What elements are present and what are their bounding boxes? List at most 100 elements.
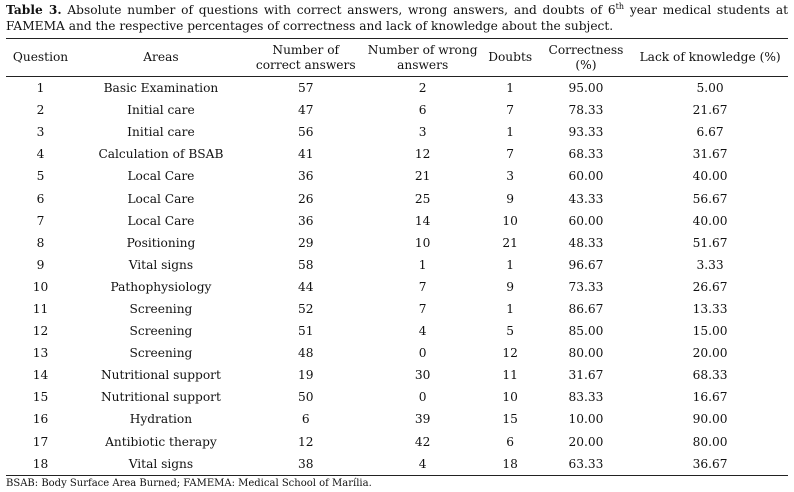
cell-wrong: 2 (418, 81, 427, 96)
cell-doubts: 1 (506, 301, 515, 316)
cell-wrong: 3 (418, 125, 427, 140)
table-row: 5 Local Care 36 21 3 60.00 40.00 (6, 165, 788, 187)
cell-correctness: 85.00 (568, 324, 604, 339)
cell-correctness: 31.67 (568, 368, 604, 383)
caption-label: Table 3. (6, 3, 62, 17)
table-row: 10 Pathophysiology 44 7 9 73.33 26.67 (6, 276, 788, 298)
table-row: 14 Nutritional support 19 30 11 31.67 68.33 (6, 364, 788, 386)
cell-doubts: 1 (506, 81, 515, 96)
cell-area: Vital signs (128, 456, 194, 471)
table-row: 11 Screening 52 7 1 86.67 13.33 (6, 298, 788, 320)
cell-area: Nutritional support (100, 390, 221, 405)
cell-area: Vital signs (128, 257, 194, 272)
cell-doubts: 1 (506, 257, 515, 272)
cell-area: Local Care (127, 213, 195, 228)
table-row: 4 Calculation of BSAB 41 12 7 68.33 31.67 (6, 143, 788, 165)
table-row: 17 Antibiotic therapy 12 42 6 20.00 80.00 (6, 431, 788, 453)
table-row: 12 Screening 51 4 5 85.00 15.00 (6, 320, 788, 342)
cell-question: 11 (32, 301, 49, 316)
table-header: Question Areas Number of correct answers… (6, 38, 788, 77)
cell-doubts: 7 (506, 147, 515, 162)
cell-area: Initial care (127, 103, 195, 118)
cell-lack-of-knowledge: 15.00 (692, 324, 728, 339)
cell-doubts: 10 (502, 213, 518, 228)
cell-correctness: 86.67 (568, 301, 604, 316)
cell-question: 12 (32, 324, 49, 339)
cell-lack-of-knowledge: 36.67 (692, 456, 728, 471)
cell-correctness: 78.33 (568, 103, 604, 118)
cell-area: Local Care (127, 191, 195, 206)
cell-question: 15 (32, 390, 49, 405)
table-body: 1 Basic Examination 57 2 1 95.00 5.00 2 Initial … (6, 77, 788, 476)
caption-text-continued: year medical students at FAMEMA and the … (6, 3, 789, 33)
cell-correctness: 96.67 (568, 257, 604, 272)
cell-correct: 48 (297, 346, 314, 361)
cell-doubts: 9 (506, 279, 515, 294)
table-row: 3 Initial care 56 3 1 93.33 6.67 (6, 121, 788, 143)
cell-area: Calculation of BSAB (98, 147, 224, 162)
cell-wrong: 4 (418, 324, 427, 339)
cell-question: 3 (36, 125, 45, 140)
cell-correct: 12 (297, 434, 314, 449)
header-correctness: Correctness (%) (548, 42, 624, 72)
cell-wrong: 1 (418, 257, 427, 272)
cell-doubts: 5 (506, 324, 515, 339)
table-row: 2 Initial care 47 6 7 78.33 21.67 (6, 99, 788, 121)
cell-wrong: 7 (418, 279, 427, 294)
cell-correctness: 63.33 (568, 456, 604, 471)
cell-lack-of-knowledge: 90.00 (692, 412, 728, 427)
cell-correctness: 93.33 (568, 125, 604, 140)
cell-question: 16 (32, 412, 49, 427)
cell-wrong: 25 (414, 191, 431, 206)
cell-correctness: 73.33 (568, 279, 604, 294)
cell-correct: 56 (297, 125, 314, 140)
cell-area: Nutritional support (100, 368, 221, 383)
cell-correct: 52 (297, 301, 314, 316)
cell-doubts: 9 (506, 191, 515, 206)
cell-area: Antibiotic therapy (105, 434, 217, 449)
cell-correct: 47 (297, 103, 314, 118)
cell-lack-of-knowledge: 16.67 (692, 390, 728, 405)
cell-wrong: 30 (414, 368, 431, 383)
cell-lack-of-knowledge: 80.00 (692, 434, 728, 449)
cell-correctness: 48.33 (568, 235, 604, 250)
cell-wrong: 39 (414, 412, 431, 427)
cell-correctness: 10.00 (568, 412, 604, 427)
cell-correct: 58 (297, 257, 314, 272)
cell-doubts: 6 (506, 434, 515, 449)
header-correct: Number of correct answers (255, 42, 356, 72)
table-row: 6 Local Care 26 25 9 43.33 56.67 (6, 187, 788, 209)
cell-correct: 36 (297, 169, 314, 184)
cell-question: 4 (36, 147, 45, 162)
cell-lack-of-knowledge: 20.00 (692, 346, 728, 361)
cell-lack-of-knowledge: 31.67 (692, 147, 728, 162)
cell-question: 13 (32, 346, 49, 361)
cell-area: Pathophysiology (110, 279, 212, 294)
cell-lack-of-knowledge: 6.67 (696, 125, 724, 140)
table-caption: Table 3. Absolute number of questions wi… (6, 2, 788, 34)
cell-correct: 41 (297, 147, 314, 162)
cell-wrong: 21 (414, 169, 431, 184)
cell-correct: 26 (297, 191, 314, 206)
table-row: 13 Screening 48 0 12 80.00 20.00 (6, 342, 788, 364)
cell-wrong: 4 (418, 456, 427, 471)
table-row: 1 Basic Examination 57 2 1 95.00 5.00 (6, 77, 788, 100)
cell-question: 18 (32, 456, 49, 471)
cell-wrong: 0 (418, 390, 427, 405)
cell-lack-of-knowledge: 26.67 (692, 279, 728, 294)
caption-text: Absolute number of questions with correc… (61, 3, 616, 17)
cell-wrong: 10 (414, 235, 431, 250)
header-lack-of-knowledge: Lack of knowledge (%) (639, 50, 781, 64)
cell-doubts: 18 (502, 456, 518, 471)
cell-lack-of-knowledge: 3.33 (696, 257, 724, 272)
cell-correct: 51 (297, 324, 314, 339)
table-row: 16 Hydration 6 39 15 10.00 90.00 (6, 408, 788, 430)
cell-doubts: 15 (502, 412, 518, 427)
cell-lack-of-knowledge: 51.67 (692, 235, 728, 250)
cell-wrong: 14 (414, 213, 431, 228)
cell-doubts: 12 (502, 346, 518, 361)
table-row: 9 Vital signs 58 1 1 96.67 3.33 (6, 254, 788, 276)
cell-doubts: 10 (502, 390, 518, 405)
cell-correct: 50 (297, 390, 314, 405)
cell-lack-of-knowledge: 68.33 (692, 368, 728, 383)
